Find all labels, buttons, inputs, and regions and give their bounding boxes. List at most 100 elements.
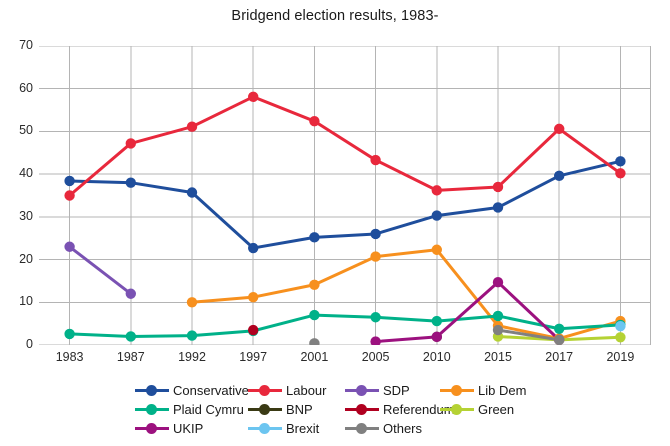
legend-row: Plaid Cymru BNP Referendum Green	[0, 400, 670, 418]
data-point-plaid-cymru-1992	[186, 330, 198, 341]
legend-item-lib-dem[interactable]: Lib Dem	[440, 381, 526, 399]
legend-label: Referendum	[383, 401, 455, 417]
y-tick-label: 40	[19, 166, 33, 181]
legend-label: Plaid Cymru	[173, 401, 244, 417]
data-point-labour-2015	[492, 181, 504, 193]
legend-item-green[interactable]: Green	[440, 400, 514, 418]
series-line-sdp	[68, 245, 133, 296]
legend-row: UKIP Brexit Others	[0, 419, 670, 437]
y-axis: 70 60 50 40 30 20 10 0	[5, 38, 33, 351]
data-point-others-2015	[492, 324, 504, 336]
legend-swatch-icon	[440, 384, 474, 396]
legend-item-sdp[interactable]: SDP	[345, 381, 410, 399]
data-point-others-2017	[554, 334, 565, 345]
y-tick-label: 10	[19, 294, 33, 309]
legend-label: Brexit	[286, 420, 320, 436]
y-tick-label: 20	[19, 251, 33, 266]
data-point-conservative-2005	[370, 228, 381, 240]
data-point-green-2019	[615, 332, 626, 343]
y-tick-label: 70	[19, 38, 33, 52]
legend-swatch-icon	[345, 422, 379, 434]
plot-area	[39, 46, 651, 345]
series-line-plaid-cymru	[68, 313, 622, 338]
data-point-plaid-cymru-2017	[554, 323, 565, 334]
x-tick-label: 2017	[545, 350, 574, 364]
legend-swatch-icon	[345, 403, 379, 415]
series-line-lib-dem	[190, 248, 622, 341]
x-tick-label: 2010	[422, 350, 451, 364]
data-point-conservative-2010	[431, 210, 442, 221]
chart-plot-svg	[39, 46, 651, 345]
y-tick-label: 50	[19, 123, 33, 138]
data-point-conservative-1983	[64, 175, 75, 187]
series-line-ukip	[374, 280, 561, 344]
series-line-conservative	[68, 159, 622, 250]
x-tick-label: 1997	[239, 350, 268, 364]
legend-label: BNP	[286, 401, 313, 417]
series-markers	[64, 91, 626, 345]
data-point-ukip-2010	[431, 331, 442, 343]
legend-swatch-icon	[248, 403, 282, 415]
data-point-plaid-cymru-2015	[492, 310, 504, 322]
legend-item-bnp[interactable]: BNP	[248, 400, 313, 418]
legend-item-ukip[interactable]: UKIP	[135, 419, 203, 437]
data-point-conservative-1987	[125, 177, 136, 188]
data-point-labour-2005	[370, 154, 381, 166]
data-point-conservative-2019	[615, 156, 626, 167]
x-tick-label: 2005	[361, 350, 390, 364]
legend-swatch-icon	[135, 403, 169, 415]
legend-item-referendum[interactable]: Referendum	[345, 400, 455, 418]
legend-swatch-icon	[135, 422, 169, 434]
x-tick-label: 1983	[55, 350, 84, 364]
data-point-labour-1997	[248, 91, 259, 103]
legend-label: SDP	[383, 382, 410, 398]
legend-swatch-icon	[345, 384, 379, 396]
y-tick-label: 30	[19, 208, 33, 223]
data-point-labour-2019	[615, 168, 626, 179]
data-point-ukip-2005	[370, 336, 381, 345]
legend-label: UKIP	[173, 420, 204, 436]
data-point-plaid-cymru-1987	[125, 331, 136, 342]
data-point-brexit-2019	[615, 321, 626, 332]
data-point-lib-dem-1992	[186, 297, 198, 308]
data-point-conservative-2001	[309, 232, 320, 243]
legend-label: Green	[478, 401, 515, 417]
data-point-lib-dem-2001	[309, 279, 320, 290]
legend-item-brexit[interactable]: Brexit	[248, 419, 319, 437]
data-point-conservative-2017	[554, 170, 565, 182]
legend-item-labour[interactable]: Labour	[248, 381, 326, 399]
data-point-labour-2001	[309, 115, 320, 127]
data-point-plaid-cymru-1983	[64, 328, 75, 340]
legend-label: Conservative	[173, 382, 249, 398]
series-line-others	[496, 328, 561, 342]
legend-item-plaid-cymru[interactable]: Plaid Cymru	[135, 400, 244, 418]
legend-swatch-icon	[248, 422, 282, 434]
x-tick-label: 2001	[300, 350, 329, 364]
series-line-labour	[68, 95, 622, 197]
data-point-conservative-1992	[186, 187, 198, 198]
data-point-labour-2010	[431, 185, 442, 196]
legend-label: Labour	[286, 382, 327, 398]
legend-row: Conservative Labour SDP Lib Dem	[0, 381, 670, 399]
data-point-conservative-2015	[492, 202, 504, 213]
x-axis: 1983 1987 1992 1997 2001 2005 2010 2015 2017 2019	[39, 350, 651, 368]
legend-label: Lib Dem	[478, 382, 527, 398]
data-point-labour-1983	[64, 190, 75, 201]
legend-label: Others	[383, 420, 423, 436]
data-point-labour-1987	[125, 138, 136, 149]
data-point-lib-dem-1997	[248, 291, 259, 303]
data-point-labour-1992	[186, 121, 198, 132]
data-point-sdp-1983	[64, 241, 75, 252]
legend-item-others[interactable]: Others	[345, 419, 422, 437]
legend-item-conservative[interactable]: Conservative	[135, 381, 249, 399]
data-point-conservative-1997	[248, 242, 259, 254]
grid-lines	[39, 46, 651, 345]
x-tick-label: 2015	[484, 350, 512, 364]
y-tick-label: 60	[19, 80, 33, 95]
chart-title: Bridgend election results, 1983-	[231, 8, 439, 24]
data-point-sdp-1987	[125, 288, 136, 299]
data-point-plaid-cymru-2005	[370, 312, 381, 323]
series-lines	[68, 95, 622, 344]
x-tick-label: 1992	[178, 350, 206, 364]
